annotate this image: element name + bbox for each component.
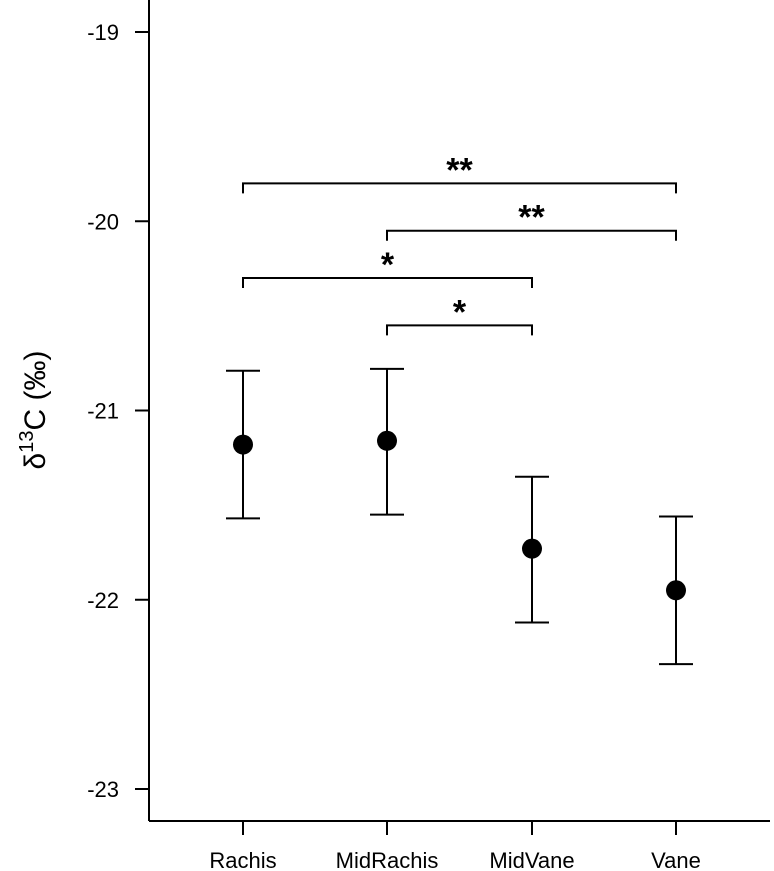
significance-label: **	[446, 151, 473, 189]
significance-label: *	[453, 293, 467, 331]
y-axis-title: δ13C (‰)	[16, 351, 52, 470]
significance-bracket	[386, 229, 677, 241]
y-tick-label: -19	[87, 20, 119, 45]
significance-label: *	[381, 246, 395, 284]
data-points	[226, 367, 693, 666]
y-tick-label: -20	[87, 209, 119, 234]
x-tick-label: Vane	[651, 848, 701, 871]
y-tick-label: -21	[87, 399, 119, 424]
data-point	[522, 538, 542, 559]
significance-label: **	[518, 199, 545, 237]
x-tick-label: Rachis	[209, 848, 276, 871]
significance-bracket	[242, 277, 533, 289]
axes: -19 -20 -21 -22 -23 Rachis MidRachis MidVane Van…	[87, 0, 770, 871]
x-tick-label: MidVane	[489, 848, 574, 871]
data-point	[233, 434, 253, 455]
significance-brackets: ******	[242, 151, 677, 336]
significance-bracket	[386, 324, 533, 336]
data-point	[377, 430, 397, 451]
x-tick-label: MidRachis	[336, 848, 439, 871]
y-tick-label: -22	[87, 588, 119, 613]
data-point	[666, 580, 686, 601]
significance-bracket	[242, 182, 677, 194]
y-tick-label: -23	[87, 777, 119, 802]
